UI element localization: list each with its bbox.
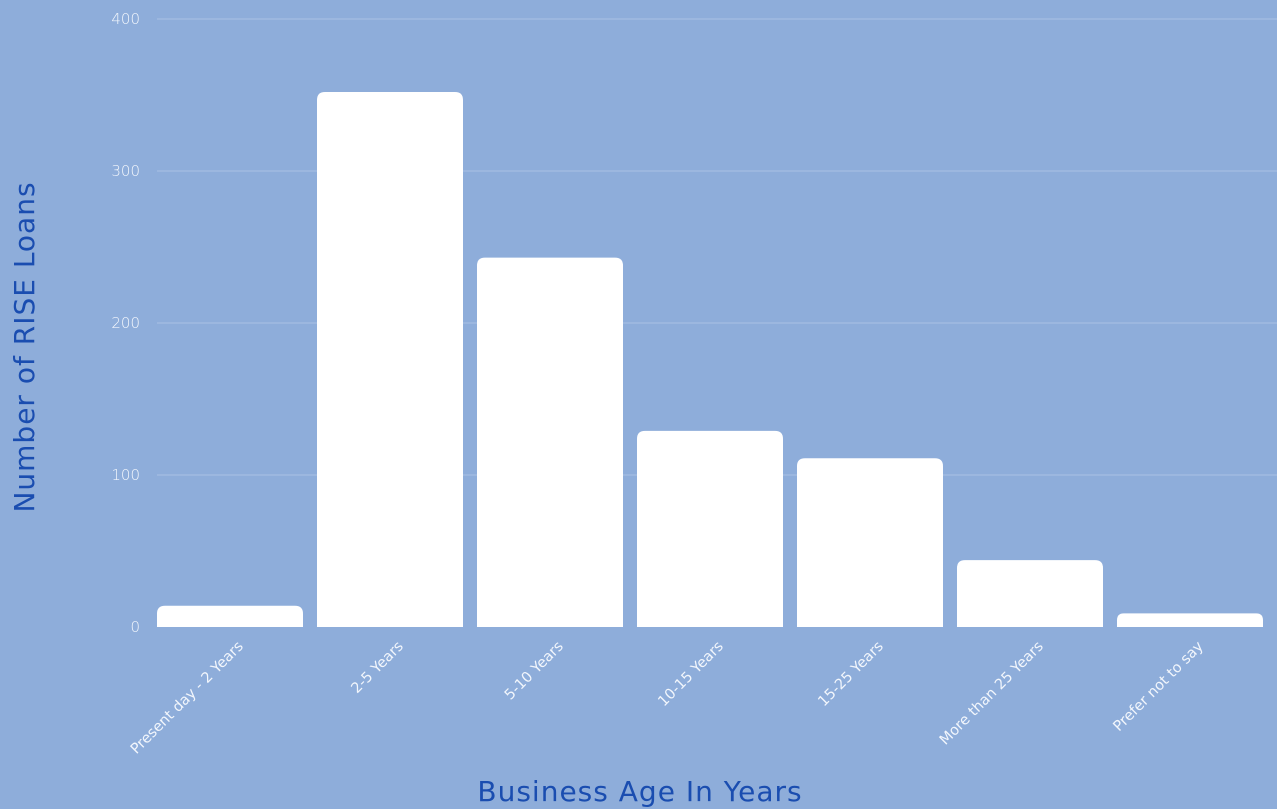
bar [797,458,943,627]
y-tick-label: 0 [130,618,140,636]
x-tick-label: Present day - 2 Years [128,639,247,758]
x-axis-title: Business Age In Years [477,775,802,808]
x-tick-label: Prefer not to say [1111,638,1208,735]
x-tick-label: 10-15 Years [655,639,726,710]
bar [957,560,1103,627]
y-tick-label: 200 [111,314,140,332]
bars [157,91,1263,627]
bar [317,91,463,627]
bar [477,257,623,627]
y-tick-label: 300 [111,162,140,180]
x-tick-label: 15-25 Years [815,639,886,710]
x-tick-label: 2-5 Years [348,639,406,697]
y-axis-title: Number of RISE Loans [8,181,41,512]
y-axis-ticks: 0 100 200 300 400 [111,10,140,636]
y-tick-label: 400 [111,10,140,28]
y-tick-label: 100 [111,466,140,484]
bar [637,430,783,627]
bar [1117,613,1263,627]
x-axis-ticks: Present day - 2 Years 2-5 Years 5-10 Years… [128,638,1207,757]
x-tick-label: 5-10 Years [502,639,567,704]
x-tick-label: More than 25 Years [937,639,1047,749]
bar [157,605,303,627]
